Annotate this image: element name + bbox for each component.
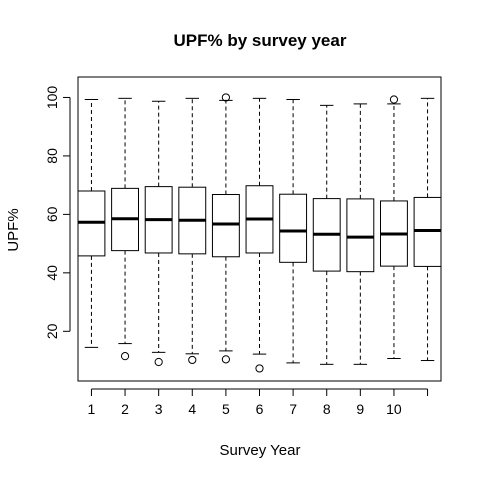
boxes-group	[77, 93, 442, 373]
y-tick-label: 80	[44, 148, 60, 164]
y-axis-label: UPF%	[5, 208, 22, 251]
x-tick-label: 1	[88, 401, 96, 417]
x-axis-label: Survey Year	[220, 442, 301, 459]
outlier-point	[188, 355, 197, 365]
iqr-box	[211, 194, 240, 258]
box-10	[380, 95, 408, 359]
x-tick-label: 3	[155, 401, 163, 417]
box-5	[211, 93, 240, 364]
x-tick-label: 8	[323, 401, 331, 417]
x-tick-label: 6	[256, 401, 264, 417]
outlier-point	[154, 357, 163, 367]
x-tick-label: 9	[356, 401, 364, 417]
x-tick-label: 2	[121, 401, 129, 417]
outlier-point	[221, 355, 230, 364]
box-4	[178, 97, 207, 365]
y-axis: 20 40 60 80 100	[44, 86, 71, 339]
outlier-point	[255, 364, 264, 373]
box-1	[77, 99, 106, 348]
iqr-box	[346, 198, 375, 273]
outlier-point	[221, 93, 230, 102]
box-3	[144, 100, 173, 367]
box-7	[279, 99, 308, 364]
x-tick-label: 4	[188, 401, 196, 417]
box-8	[312, 104, 341, 365]
x-tick-label: 7	[289, 401, 297, 417]
iqr-box	[279, 193, 308, 263]
y-tick-label: 60	[44, 206, 60, 222]
y-tick-label: 20	[44, 323, 60, 339]
outlier-point	[389, 95, 399, 104]
chart-title: UPF% by survey year	[174, 31, 347, 50]
outlier-point	[120, 352, 130, 361]
box-11	[413, 97, 442, 362]
y-tick-label: 100	[44, 86, 60, 110]
box-2	[111, 97, 140, 361]
x-axis: 1 2 3 4 5 6 7 8 9 10	[88, 388, 429, 417]
x-tick-label: 10	[386, 401, 402, 417]
x-tick-label: 5	[222, 401, 230, 417]
box-6	[245, 97, 274, 373]
y-tick-label: 40	[44, 265, 60, 281]
box-9	[346, 103, 375, 365]
